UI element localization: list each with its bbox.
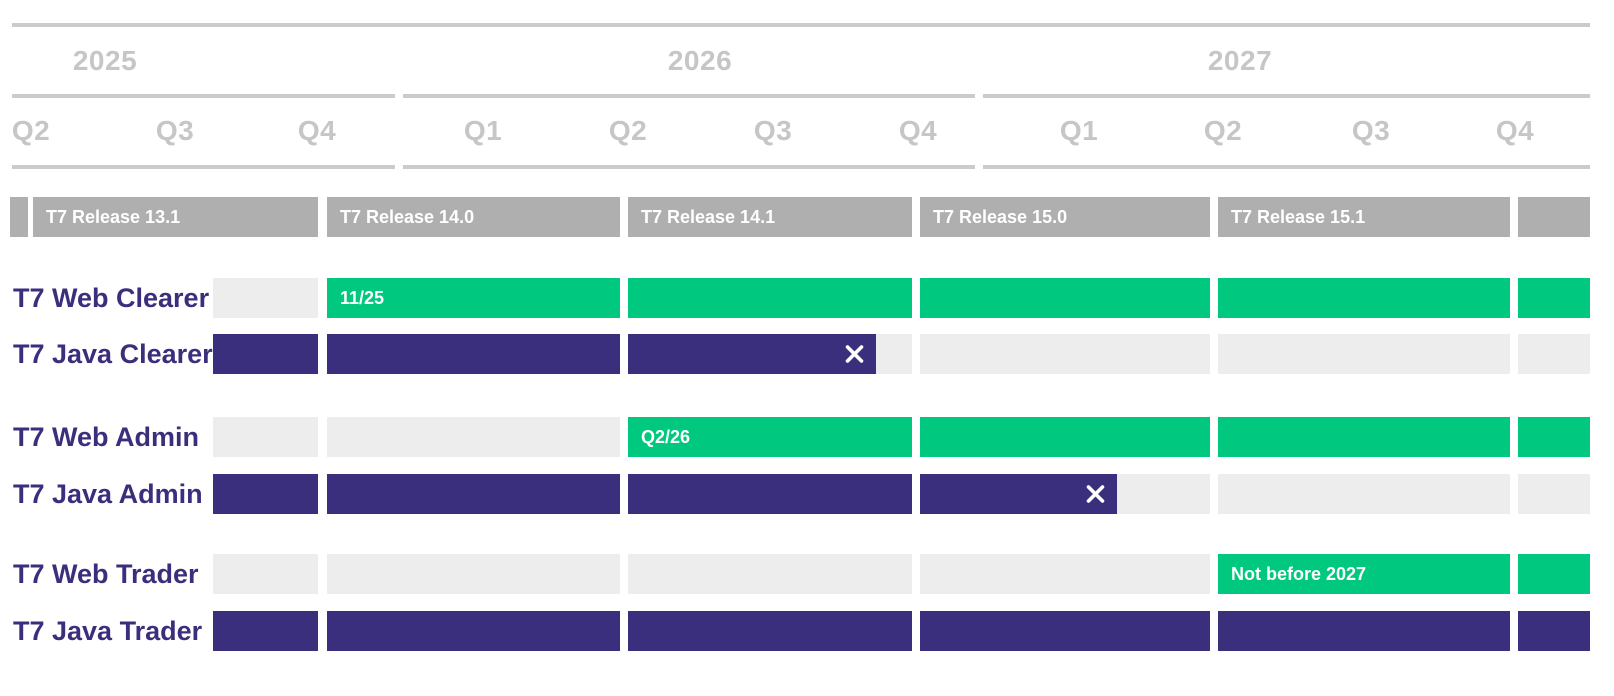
release-bar-stub-left <box>10 197 28 237</box>
row-label-t7-web-trader: T7 Web Trader <box>13 558 199 589</box>
year-underline-2027 <box>983 94 1590 98</box>
row-label-t7-web-admin: T7 Web Admin <box>13 421 200 452</box>
bar-segment-available <box>1218 417 1510 457</box>
quarter-label-2026-q2: Q2 <box>608 115 648 146</box>
release-bar-t7-release-14-0: T7 Release 14.0 <box>327 197 620 237</box>
bar-segment-available: Q2/26 <box>628 417 912 457</box>
bar-segment-inactive <box>1117 474 1210 514</box>
release-bar-t7-release-15-1: T7 Release 15.1 <box>1218 197 1510 237</box>
bar-segment-available <box>1518 554 1590 594</box>
row-label-t7-java-admin: T7 Java Admin <box>13 478 203 509</box>
quarter-label-2027-q4: Q4 <box>1495 115 1535 146</box>
year-label-2025: 2025 <box>72 45 138 76</box>
bar-segment-legacy-end-of-support <box>628 334 876 374</box>
quarter-label-2027-q2: Q2 <box>1203 115 1243 146</box>
bar-segment-inactive <box>920 554 1210 594</box>
quarter-underline-2025 <box>12 165 395 169</box>
bar-segment-inactive <box>628 554 912 594</box>
bar-segment-inactive <box>1518 474 1590 514</box>
bar-segment-available <box>920 417 1210 457</box>
bar-segment-inactive <box>327 554 620 594</box>
row-label-t7-java-trader: T7 Java Trader <box>13 615 203 646</box>
bar-segment-available: Not before 2027 <box>1218 554 1510 594</box>
end-of-support-x-icon <box>844 344 865 365</box>
bar-segment-legacy <box>1218 611 1510 651</box>
bar-label: Q2/26 <box>641 426 691 447</box>
quarter-label-2025-q3: Q3 <box>155 115 195 146</box>
bar-segment-inactive <box>327 417 620 457</box>
quarter-label-2025-q2: Q2 <box>11 115 51 146</box>
year-underline-2026 <box>403 94 975 98</box>
bar-segment-available <box>1518 417 1590 457</box>
bar-segment-available <box>920 278 1210 318</box>
quarter-label-2027-q1: Q1 <box>1059 115 1099 146</box>
bar-segment-available <box>1218 278 1510 318</box>
bar-label: 11/25 <box>340 287 385 308</box>
release-bar-label: T7 Release 13.1 <box>46 206 181 227</box>
bar-segment-legacy <box>327 334 620 374</box>
bar-segment-legacy-end-of-support <box>920 474 1117 514</box>
bar-segment-legacy <box>1518 611 1590 651</box>
quarter-underline-2027 <box>983 165 1590 169</box>
quarter-label-2026-q4: Q4 <box>898 115 938 146</box>
year-label-2027: 2027 <box>1207 45 1273 76</box>
bar-segment-legacy <box>628 611 912 651</box>
release-bar-label: T7 Release 15.0 <box>933 206 1068 227</box>
bar-segment-inactive <box>1218 334 1510 374</box>
release-bar-label: T7 Release 14.0 <box>340 206 475 227</box>
bar-segment-inactive <box>1518 334 1590 374</box>
year-label-2026: 2026 <box>667 45 733 76</box>
quarter-label-2026-q1: Q1 <box>463 115 503 146</box>
bar-segment-inactive <box>1218 474 1510 514</box>
bar-label: Not before 2027 <box>1231 563 1367 584</box>
bar-segment-available <box>1518 278 1590 318</box>
bar-segment-available: 11/25 <box>327 278 620 318</box>
release-bar-t7-release-15-0: T7 Release 15.0 <box>920 197 1210 237</box>
quarter-label-2026-q3: Q3 <box>753 115 793 146</box>
bar-segment-inactive <box>876 334 912 374</box>
bar-segment-inactive <box>213 417 318 457</box>
bar-segment-legacy <box>213 611 318 651</box>
bar-segment-legacy <box>920 611 1210 651</box>
release-bar-label: T7 Release 14.1 <box>641 206 776 227</box>
bar-segment-legacy <box>327 474 620 514</box>
release-bar-stub-right <box>1518 197 1590 237</box>
bar-segment-inactive <box>920 334 1210 374</box>
row-label-t7-web-clearer: T7 Web Clearer <box>13 282 210 313</box>
bar-segment-available <box>628 278 912 318</box>
quarter-underline-2026 <box>403 165 975 169</box>
bar-segment-legacy <box>628 474 912 514</box>
bar-segment-legacy <box>213 334 318 374</box>
row-label-t7-java-clearer: T7 Java Clearer <box>13 338 213 369</box>
bar-segment-inactive <box>213 278 318 318</box>
quarter-label-2025-q4: Q4 <box>297 115 337 146</box>
release-bar-t7-release-14-1: T7 Release 14.1 <box>628 197 912 237</box>
bar-segment-legacy <box>327 611 620 651</box>
release-bar-t7-release-13-1: T7 Release 13.1 <box>33 197 318 237</box>
year-underline-2025 <box>12 94 395 98</box>
quarter-label-2027-q3: Q3 <box>1351 115 1391 146</box>
end-of-support-x-icon <box>1085 484 1106 505</box>
timeline-top-line <box>12 23 1590 27</box>
bar-segment-legacy <box>213 474 318 514</box>
release-bar-label: T7 Release 15.1 <box>1231 206 1366 227</box>
bar-segment-inactive <box>213 554 318 594</box>
